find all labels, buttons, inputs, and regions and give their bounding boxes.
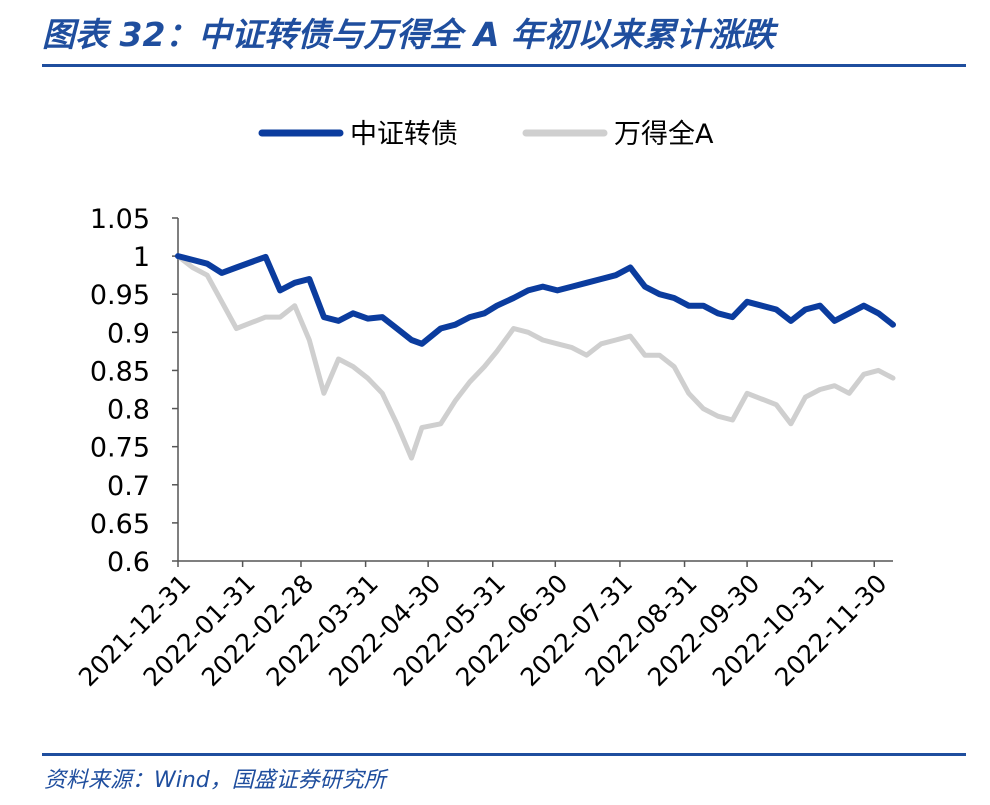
series-line-2 (175, 253, 896, 461)
y-tick-label: 0.75 (90, 433, 150, 464)
legend: 中证转债 万得全A (258, 119, 714, 150)
y-tick-label: 0.8 (107, 395, 150, 426)
y-tick-label: 0.85 (90, 356, 150, 387)
y-tick-label: 1.05 (90, 204, 150, 235)
title-divider (42, 64, 966, 67)
chart-title: 图表 32：中证转债与万得全 A 年初以来累计涨跌 (42, 15, 775, 54)
y-tick-label: 1 (133, 242, 150, 273)
y-tick-label: 0.6 (107, 547, 150, 578)
y-tick-label: 0.65 (90, 509, 150, 540)
legend-label-2: 万得全A (614, 119, 714, 150)
footer-divider (42, 753, 966, 756)
y-tick-label: 0.95 (90, 280, 150, 311)
plot-area (175, 253, 896, 461)
source-note: 资料来源：Wind，国盛证券研究所 (44, 768, 386, 793)
y-tick-label: 0.7 (107, 471, 150, 502)
line-chart: 中证转债 万得全A 1.05 1 0.95 0.9 0.85 0.8 0.75 0.7 0.65 0… (73, 119, 896, 692)
x-axis: 2021-12-312022-01-312022-02-282022-03-31… (73, 560, 893, 692)
legend-label-1: 中证转债 (350, 119, 458, 150)
y-axis: 1.05 1 0.95 0.9 0.85 0.8 0.75 0.7 0.65 0.6 (90, 204, 179, 578)
series-line-1 (175, 253, 896, 347)
y-tick-label: 0.9 (107, 318, 150, 349)
